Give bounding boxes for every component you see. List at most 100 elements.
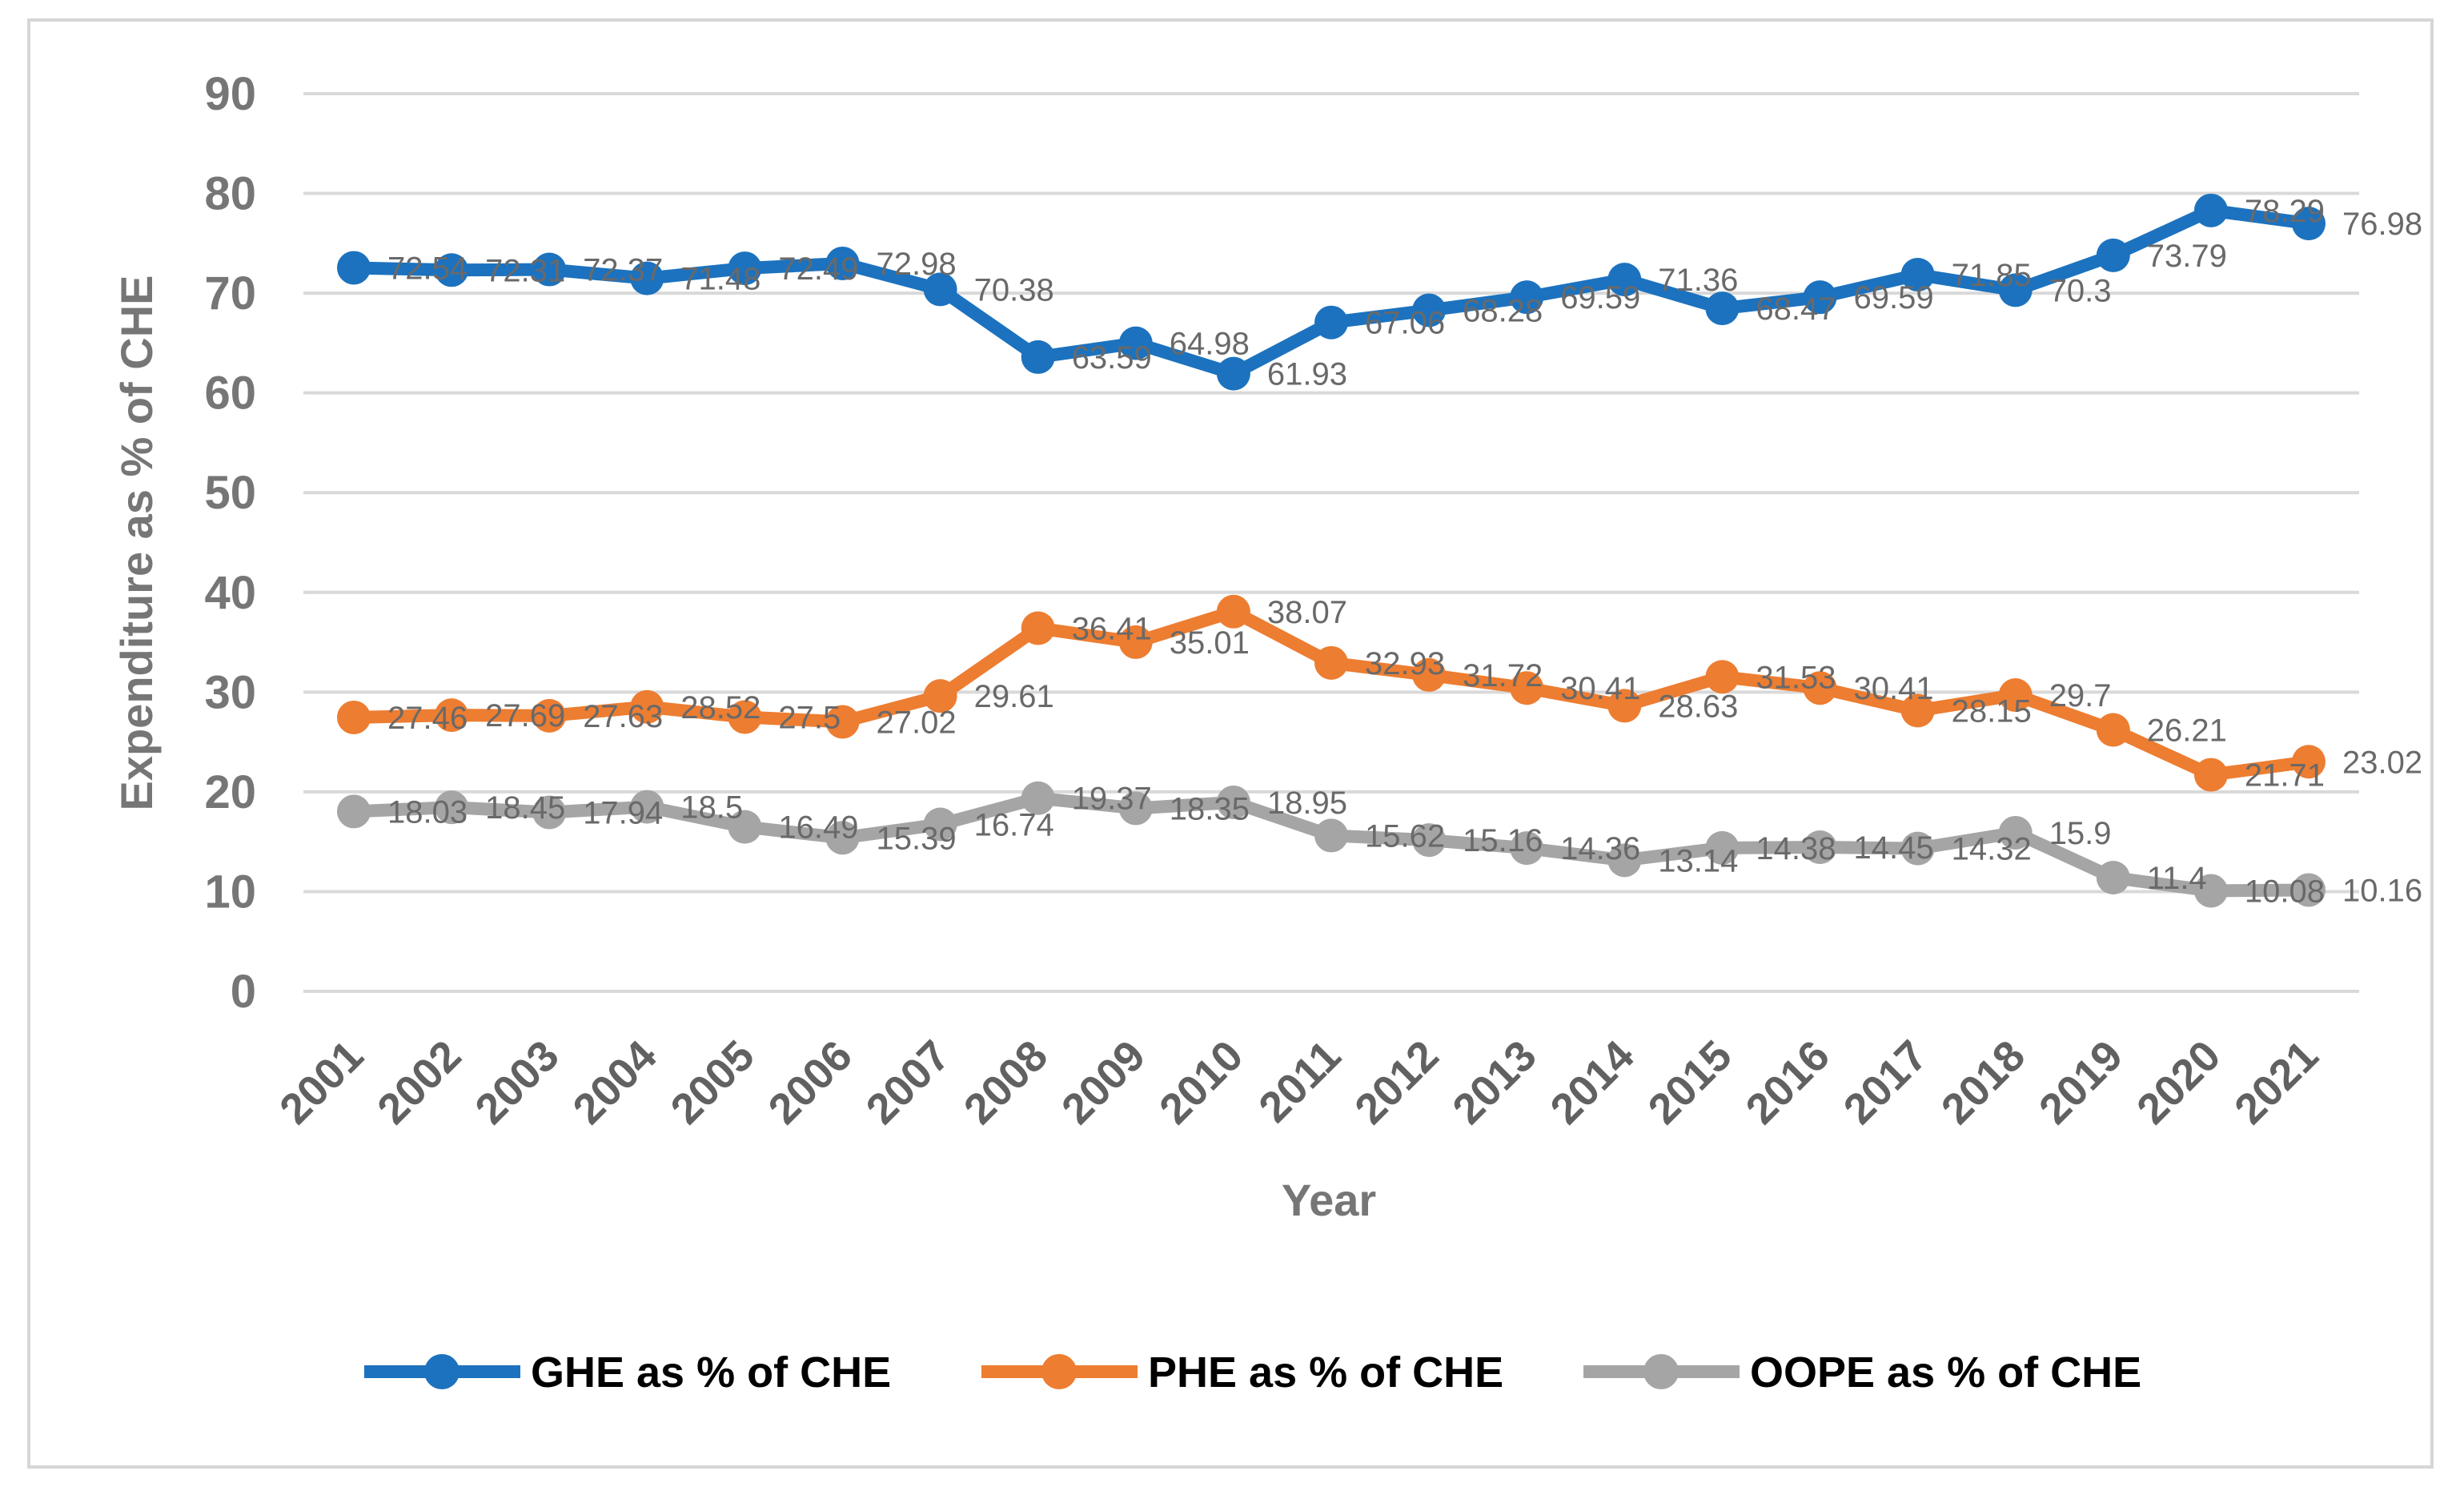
data-label: 27.63 — [583, 699, 663, 734]
data-point — [1021, 781, 1055, 815]
data-point — [2292, 745, 2326, 779]
legend-marker-dot — [1041, 1354, 1077, 1389]
legend-marker-dot — [1643, 1354, 1679, 1389]
data-point — [2193, 758, 2228, 792]
data-point — [532, 795, 567, 830]
data-label: 61.93 — [1267, 357, 1347, 392]
data-label: 30.41 — [1560, 671, 1640, 706]
data-label: 69.59 — [1854, 280, 1934, 315]
data-label: 18.35 — [1170, 791, 1250, 826]
data-point — [728, 700, 762, 734]
data-point — [825, 246, 860, 280]
data-point — [2193, 193, 2228, 227]
data-label: 18.5 — [680, 790, 743, 826]
data-label: 67.06 — [1365, 306, 1445, 341]
x-axis-tick-label: 2011 — [1250, 1031, 1350, 1131]
data-point — [1900, 831, 1935, 866]
data-point — [1607, 689, 1642, 723]
data-label: 76.98 — [2342, 207, 2422, 242]
figure-border — [27, 18, 2434, 1469]
data-label: 29.61 — [974, 679, 1054, 714]
data-label: 27.02 — [877, 705, 957, 740]
data-label: 29.7 — [2049, 678, 2112, 713]
data-label: 38.07 — [1267, 595, 1347, 630]
data-point — [1803, 280, 1837, 315]
data-point — [1510, 280, 1544, 315]
x-axis-tick-label: 2002 — [368, 1031, 470, 1133]
data-point — [1118, 625, 1153, 659]
data-label: 71.48 — [680, 262, 760, 297]
y-axis-tick-label: 0 — [231, 966, 256, 1018]
x-axis-tick-label: 2019 — [2030, 1031, 2132, 1133]
data-point — [923, 272, 957, 307]
data-label: 72.54 — [387, 251, 468, 286]
y-axis-tick-label: 60 — [204, 368, 256, 420]
data-point — [1705, 830, 1740, 865]
x-axis-tick-label: 2004 — [564, 1031, 665, 1133]
data-point — [532, 698, 567, 733]
data-label: 14.32 — [1952, 832, 2032, 867]
x-axis-tick-label: 2015 — [1639, 1031, 1741, 1133]
data-label: 14.45 — [1854, 830, 1934, 866]
data-point — [728, 810, 762, 844]
data-label: 14.38 — [1756, 831, 1836, 866]
data-point — [630, 790, 664, 824]
data-point — [337, 251, 371, 285]
x-axis-tick-label: 2016 — [1737, 1031, 1839, 1133]
x-axis-tick-label: 2018 — [1932, 1031, 2034, 1133]
y-axis-tick-label: 90 — [204, 68, 256, 120]
y-axis-tick-label: 70 — [204, 267, 256, 320]
legend-label: OOPE as % of CHE — [1750, 1348, 2141, 1397]
x-axis-tick-label: 2020 — [2128, 1031, 2229, 1133]
data-point — [1607, 843, 1642, 878]
data-label: 10.08 — [2245, 874, 2325, 909]
data-label: 64.98 — [1170, 327, 1250, 362]
x-axis-tick-label: 2014 — [1541, 1031, 1643, 1133]
y-axis-title: Expenditure as % of CHE — [111, 275, 162, 810]
data-point — [1510, 831, 1544, 866]
data-point — [1412, 293, 1447, 328]
data-label: 28.52 — [680, 690, 760, 725]
data-label: 28.15 — [1952, 693, 2032, 729]
data-point — [1314, 645, 1348, 680]
data-point — [2096, 861, 2130, 895]
data-label: 32.93 — [1365, 646, 1445, 681]
data-point — [1998, 815, 2033, 850]
data-label: 16.49 — [778, 810, 858, 846]
data-label: 71.85 — [1952, 258, 2032, 293]
data-label: 63.59 — [1072, 340, 1152, 376]
data-label: 35.01 — [1170, 625, 1250, 661]
data-label: 18.95 — [1267, 786, 1347, 821]
x-axis-tick-label: 2010 — [1150, 1031, 1252, 1133]
data-point — [1021, 340, 1055, 374]
x-axis-tick-label: 2009 — [1053, 1031, 1154, 1133]
data-label: 72.49 — [778, 251, 858, 287]
data-label: 26.21 — [2147, 713, 2227, 749]
data-label: 10.16 — [2342, 873, 2422, 908]
data-label: 23.02 — [2342, 745, 2422, 780]
data-label: 18.45 — [485, 790, 565, 826]
data-point — [1998, 273, 2033, 307]
data-point — [1118, 326, 1153, 360]
data-label: 72.98 — [877, 247, 957, 282]
data-point — [1216, 785, 1250, 819]
data-label: 27.69 — [485, 698, 565, 733]
data-point — [1803, 671, 1837, 705]
data-point — [2292, 207, 2326, 241]
data-label: 31.72 — [1463, 658, 1543, 693]
data-point — [337, 794, 371, 829]
data-label: 19.37 — [1072, 782, 1152, 817]
data-point — [1021, 611, 1055, 645]
x-axis-title: Year — [1282, 1175, 1376, 1225]
x-axis-tick-label: 2007 — [857, 1031, 959, 1133]
x-axis-tick-label: 2008 — [955, 1031, 1057, 1133]
data-point — [923, 679, 957, 713]
data-label: 72.37 — [583, 253, 663, 288]
data-point — [532, 252, 567, 287]
y-axis-tick-label: 10 — [204, 866, 256, 918]
data-label: 28.63 — [1658, 689, 1738, 724]
data-label: 17.94 — [583, 796, 663, 831]
y-axis-tick-label: 50 — [204, 467, 256, 519]
